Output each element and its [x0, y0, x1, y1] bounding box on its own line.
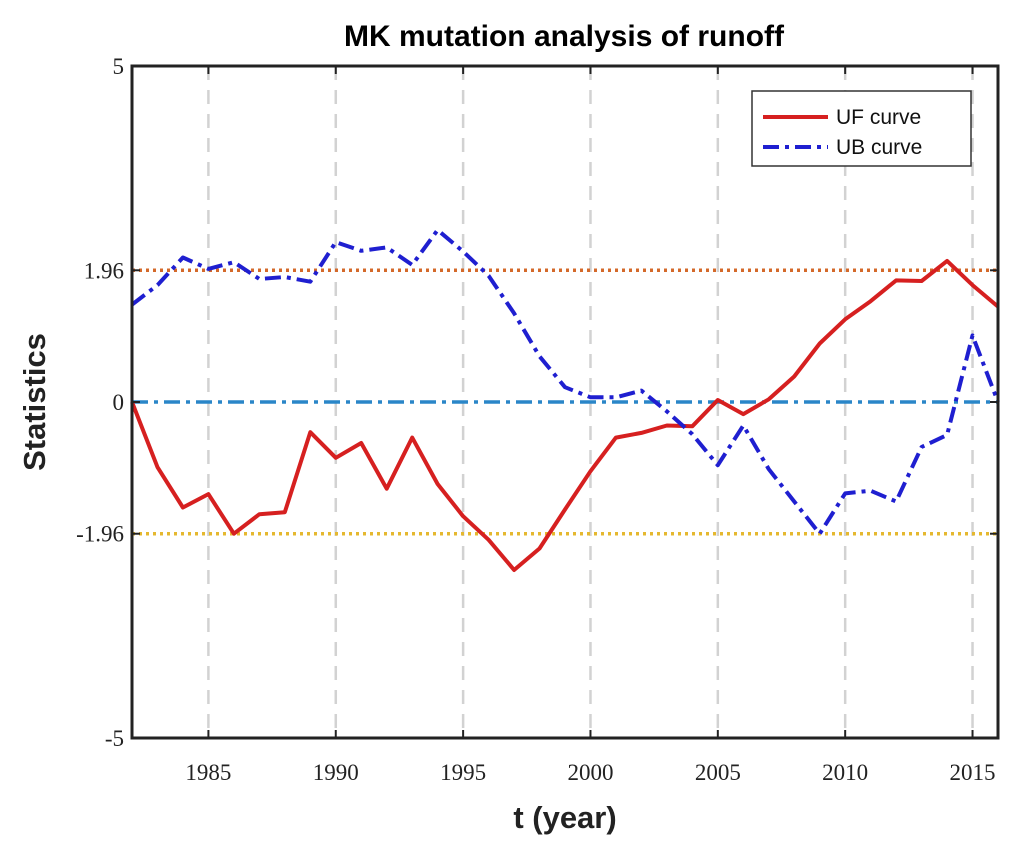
y-tick-label: 1.96	[84, 258, 124, 283]
x-tick-label: 2005	[695, 760, 741, 785]
x-tick-label: 1995	[440, 760, 486, 785]
x-tick-label: 2010	[822, 760, 868, 785]
x-axis-ticks: 1985 1990 1995 2000 2005 2010 2015	[185, 66, 996, 785]
y-tick-label: 5	[113, 54, 125, 79]
y-axis-label: Statistics	[17, 333, 52, 471]
x-tick-label: 2000	[567, 760, 613, 785]
series-line-uf-curve	[130, 258, 1000, 572]
y-tick-label: -5	[105, 726, 124, 751]
series-line-ub-curve	[130, 228, 1000, 536]
legend: UF curve UB curve	[751, 90, 972, 167]
legend-label-uf: UF curve	[836, 106, 921, 129]
y-tick-label: -1.96	[76, 522, 124, 547]
legend-box	[751, 90, 972, 167]
x-axis-label: t (year)	[513, 800, 616, 835]
x-tick-label: 1985	[185, 760, 231, 785]
reference-lines	[132, 268, 998, 536]
x-tick-label: 2015	[950, 760, 996, 785]
legend-label-ub: UB curve	[836, 136, 922, 159]
y-tick-label: 0	[113, 390, 125, 415]
x-tick-label: 1990	[313, 760, 359, 785]
chart-title: MK mutation analysis of runoff	[344, 20, 785, 53]
data-series	[130, 228, 1000, 572]
y-axis-ticks: -5 -1.96 0 1.96 5	[76, 54, 998, 751]
